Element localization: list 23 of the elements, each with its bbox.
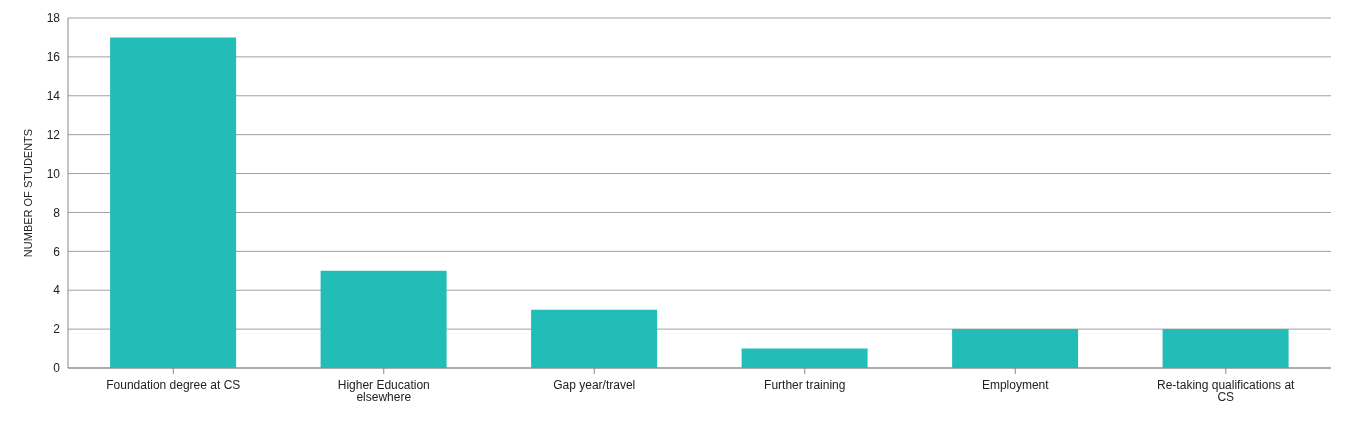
x-tick-label: Higher Education elsewhere [337,377,430,404]
x-tick-label: Employment [981,377,1050,392]
y-tick-label: 0 [53,361,61,376]
y-tick-label: 4 [53,283,61,298]
bar [741,348,868,368]
x-tick-label: Gap year/travel [553,377,636,392]
y-tick-label: 14 [46,89,61,104]
x-tick-label: Re-taking qualifications at CS [1157,377,1296,404]
y-tick-label: 16 [46,50,61,65]
y-tick-label: 18 [46,11,61,26]
y-axis-title: NUMBER OF STUDENTS [21,128,34,258]
y-tick-label: 8 [53,205,61,220]
x-tick-label: Further training [764,377,846,392]
bar [110,37,237,368]
y-tick-label: 12 [46,127,61,142]
y-tick-label: 10 [46,166,61,181]
bar [531,309,658,368]
y-tick-label: 2 [53,322,61,337]
x-tick-label: Foundation degree at CS [106,377,241,392]
bar [952,329,1079,368]
bar [320,270,447,368]
y-tick-label: 6 [53,244,61,259]
bar [1162,329,1289,368]
